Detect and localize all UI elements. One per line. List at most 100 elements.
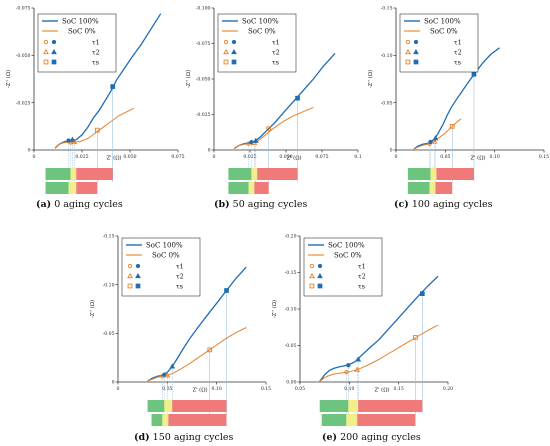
legend-marker-soc0-tau1 — [309, 263, 315, 269]
panel-a: 0 0.025 0.050 0.075 0 -0.025 -0.050 -0.075 Z' (Ω… — [0, 0, 190, 212]
y-axis-label: -Z'' (Ω) — [5, 70, 12, 88]
bar-soc100-red — [436, 168, 474, 180]
legend-label-soc0: SoC 0% — [430, 28, 458, 36]
x-tick-label: 0.050 — [279, 154, 292, 160]
panel-b: 0 0.025 0.050 0.075 0.1 0 -0.025 -0.050 -0.075 -0… — [184, 0, 374, 212]
marker-soc0-tau_s — [95, 127, 100, 133]
y-tick-label: -0.20 — [285, 234, 297, 240]
bar-soc0-red — [254, 182, 269, 194]
caption-d: (d) 150 aging cycles — [134, 432, 233, 443]
y-tick-label: 0 — [390, 148, 393, 154]
y-tick-label: -0.075 — [16, 6, 31, 12]
x-tick-label: 0.15 — [394, 386, 404, 392]
marker-soc0-tau1 — [344, 369, 349, 375]
y-tick-label: -0.025 — [16, 100, 31, 106]
x-tick-label: 0 — [33, 154, 36, 160]
x-tick-label: 0.10 — [490, 154, 500, 160]
legend-marker-soc0-tau1 — [223, 39, 229, 45]
legend-marker-soc100-tau1 — [135, 263, 141, 269]
legend-marker-soc100-tau1 — [413, 39, 419, 45]
marker-soc0-tau_s — [449, 123, 455, 129]
legend-label-tau2: τ2 — [358, 273, 366, 281]
bar-soc100-red — [257, 168, 298, 180]
legend-marker-soc0-tau1 — [43, 39, 49, 45]
legend-label-soc0: SoC 0% — [248, 28, 276, 36]
marker-soc100-tau2 — [432, 135, 439, 141]
bar-soc100-yellow — [251, 168, 258, 180]
legend-label-tau_s: τs — [358, 283, 365, 291]
caption-c: (c) 100 aging cycles — [394, 199, 493, 210]
nyquist-chart-b: 0 0.025 0.050 0.075 0.1 0 -0.025 -0.050 -0.075 -0… — [185, 6, 362, 194]
marker-soc100-tau1 — [346, 363, 351, 368]
legend-label-soc100: SoC 100% — [242, 18, 279, 26]
bar-soc0-green — [321, 414, 347, 426]
legend-label-tau_s: τs — [454, 59, 461, 67]
bar-soc100-red — [76, 168, 113, 180]
x-tick-label: 0.15 — [539, 154, 549, 160]
y-tick-label: -0.15 — [381, 6, 393, 12]
x-axis-label: Z' (Ω) — [374, 387, 389, 394]
x-tick-label: 0.05 — [295, 386, 305, 392]
series-line-soc100 — [233, 52, 336, 150]
caption-text: 0 aging cycles — [54, 199, 123, 210]
caption-e: (e) 200 aging cycles — [322, 432, 421, 443]
legend-marker-soc100-tau_s — [317, 283, 323, 289]
bar-soc100-green — [228, 168, 252, 180]
x-tick-label: 0.075 — [171, 154, 184, 160]
y-tick-label: -0.075 — [196, 41, 211, 47]
marker-soc100-tau_s — [419, 291, 425, 297]
caption-text: 200 aging cycles — [340, 432, 421, 443]
bar-soc100-yellow — [70, 168, 77, 180]
x-tick-label: 0.075 — [315, 154, 328, 160]
legend-label-soc100: SoC 100% — [328, 242, 365, 250]
caption-text: 50 aging cycles — [232, 199, 308, 210]
bar-soc0-red — [168, 414, 227, 426]
x-tick-label: 0 — [395, 154, 398, 160]
caption-b: (b) 50 aging cycles — [214, 199, 307, 210]
bar-soc100-red — [358, 400, 423, 412]
legend-label-tau1: τ1 — [358, 263, 366, 271]
legend-marker-soc0-tau_s — [405, 59, 411, 65]
legend-marker-soc100-tau2 — [231, 48, 237, 55]
bar-soc0-yellow — [162, 414, 169, 426]
marker-soc0-tau2 — [164, 372, 171, 378]
legend-marker-soc100-tau_s — [413, 59, 419, 65]
nyquist-chart-c: 0 0.05 0.10 0.15 0 -0.05 -0.10 -0.15 Z' (Ω) -Z'' … — [367, 6, 549, 194]
series-line-soc0 — [147, 327, 247, 382]
y-tick-label: -0.05 — [381, 100, 393, 106]
x-axis-label: Z' (Ω) — [192, 387, 207, 394]
legend-marker-soc0-tau2 — [309, 272, 315, 279]
marker-soc100-tau2 — [169, 363, 176, 369]
legend-marker-soc0-tau2 — [43, 48, 49, 55]
y-axis-label: -Z'' (Ω) — [367, 70, 374, 88]
series-line-soc0 — [319, 324, 439, 382]
bar-soc0-yellow — [248, 182, 255, 194]
caption-a: (a) 0 aging cycles — [36, 199, 123, 210]
legend-marker-soc0-tau_s — [309, 283, 315, 289]
marker-soc100-tau_s — [295, 95, 300, 101]
x-tick-label: 0.20 — [443, 386, 453, 392]
marker-soc100-tau1 — [428, 139, 433, 145]
x-axis-label: Z' (Ω) — [470, 155, 485, 162]
x-tick-label: 0.15 — [261, 386, 271, 392]
legend-marker-soc100-tau1 — [231, 39, 237, 45]
bar-soc100-green — [45, 168, 71, 180]
legend-marker-soc0-tau2 — [223, 48, 229, 55]
x-tick-label: 0.025 — [243, 154, 256, 160]
bar-soc100-green — [147, 400, 165, 412]
x-tick-label: 0.025 — [75, 154, 88, 160]
nyquist-chart-d: 0 0.05 0.10 0.150-0.05-0.10-0.15Z' (Ω)-Z'' … — [89, 234, 271, 426]
caption-label: (e) — [322, 432, 338, 443]
y-tick-label: -0.025 — [196, 112, 211, 118]
caption-label: (d) — [134, 432, 150, 443]
bar-soc0-yellow — [68, 182, 77, 194]
panel-d: 0 0.05 0.10 0.15 0 -0.05 -0.10 -0.15 Z' (Ω) -Z'' … — [88, 224, 278, 446]
x-tick-label: 0.050 — [123, 154, 136, 160]
bar-soc100-green — [407, 168, 431, 180]
y-tick-label: -0.10 — [381, 53, 393, 59]
y-tick-label: -0.15 — [285, 270, 297, 276]
bar-soc100-yellow — [164, 400, 173, 412]
legend-marker-soc100-tau2 — [135, 272, 141, 279]
bar-soc100-red — [172, 400, 227, 412]
legend-label-tau2: τ2 — [272, 49, 280, 57]
